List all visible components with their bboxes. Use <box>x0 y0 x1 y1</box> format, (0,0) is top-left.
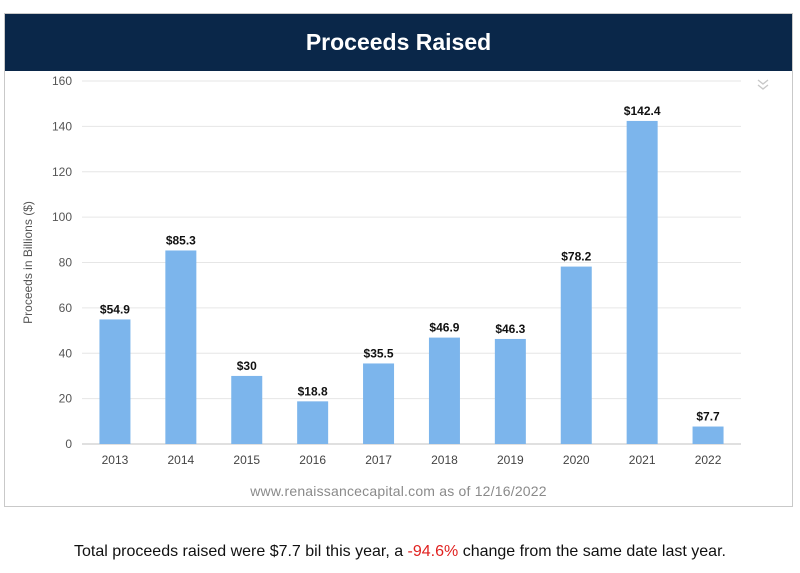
x-tick-label: 2015 <box>233 453 260 467</box>
data-label: $46.3 <box>495 322 525 336</box>
data-label: $78.2 <box>561 250 591 264</box>
y-tick-label: 40 <box>59 346 73 360</box>
x-tick-label: 2016 <box>299 453 326 467</box>
summary-prefix: Total proceeds raised were $7.7 bil this… <box>74 543 408 560</box>
data-label: $7.7 <box>696 410 720 424</box>
x-tick-label: 2019 <box>497 453 524 467</box>
bar-chart: 0 20 40 60 80 100 120 140 160 Proceeds in Billion… <box>21 74 741 467</box>
bar <box>428 337 460 444</box>
bar <box>231 375 263 444</box>
data-label: $142.4 <box>624 104 661 118</box>
x-tick-label: 2018 <box>431 453 458 467</box>
x-tick-label: 2013 <box>102 453 129 467</box>
x-tick-label: 2022 <box>695 453 722 467</box>
data-label: $46.9 <box>429 321 459 335</box>
bar <box>692 426 724 444</box>
chart-panel: Proceeds Raised 0 20 40 60 80 100 120 140 160 Pro… <box>4 13 793 507</box>
x-tick-label: 2014 <box>167 453 194 467</box>
bar <box>297 401 329 444</box>
x-tick-label: 2021 <box>629 453 656 467</box>
summary-change: -94.6% <box>407 543 459 560</box>
y-tick-label: 100 <box>52 210 72 224</box>
bar <box>363 363 395 444</box>
data-label: $30 <box>237 359 257 373</box>
y-tick-label: 140 <box>52 119 72 133</box>
data-label: $18.8 <box>298 384 328 398</box>
bar <box>626 120 658 445</box>
data-label: $85.3 <box>166 233 196 247</box>
y-axis-title: Proceeds in Billions ($) <box>21 201 35 324</box>
bar <box>165 250 197 444</box>
bar <box>494 338 526 444</box>
chart-title: Proceeds Raised <box>5 14 792 71</box>
y-tick-label: 160 <box>52 74 72 88</box>
y-tick-label: 20 <box>59 392 73 406</box>
data-label: $54.9 <box>100 302 130 316</box>
y-tick-label: 120 <box>52 165 72 179</box>
data-label: $35.5 <box>364 346 394 360</box>
y-tick-label: 0 <box>65 437 72 451</box>
summary-suffix: change from the same date last year. <box>458 543 726 560</box>
y-tick-label: 60 <box>59 301 73 315</box>
bar <box>560 266 592 444</box>
y-tick-label: 80 <box>59 256 73 270</box>
bar <box>99 319 131 444</box>
x-tick-label: 2020 <box>563 453 590 467</box>
x-tick-label: 2017 <box>365 453 392 467</box>
source-text: www.renaissancecapital.com as of 12/16/2… <box>250 483 547 499</box>
summary-text: Total proceeds raised were $7.7 bil this… <box>0 543 800 561</box>
double-chevron-down-icon[interactable] <box>756 77 770 91</box>
